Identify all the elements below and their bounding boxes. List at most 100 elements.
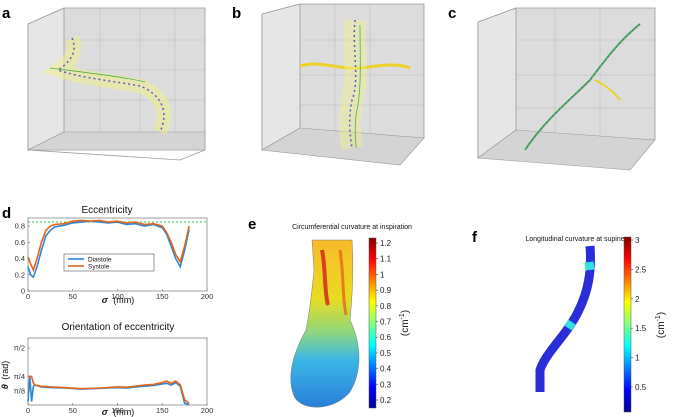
panel-a-3d-plot <box>27 7 206 161</box>
panel-label-a: a <box>2 5 11 22</box>
panel-f-unit-close: ) <box>656 312 667 315</box>
orientation-series-diastole <box>27 376 190 406</box>
d1-ytick-label-4: 0.8 <box>15 222 25 231</box>
panel-e-title: Circumferential curvature at inspiration <box>292 224 412 231</box>
panel-e-unit-sup: -1 <box>399 313 406 319</box>
d2-ytick-label-0: π/2 <box>14 344 25 353</box>
panel-f-vessel <box>535 245 595 392</box>
panel-f: Longitudinal curvature at supine 3 2.5 2 1.… <box>525 236 667 413</box>
panel-c-branch <box>594 79 621 101</box>
d1-ytick-label-2: 0.4 <box>15 254 25 263</box>
panel-f-colorbar-tick-label-0: 3 <box>635 236 640 245</box>
d2-ytick-label-1: π/4 <box>14 372 25 381</box>
panel-b-grid <box>300 4 424 134</box>
d2-xtick-label-2: 100 <box>111 406 124 415</box>
panel-label-c: c <box>448 5 456 22</box>
panel-e-colorbar-tick-label-1: 1.1 <box>380 255 392 264</box>
d2-xtick-label-4: 200 <box>201 406 214 415</box>
panel-e-colorbar-tick-label-7: 0.5 <box>380 349 392 358</box>
d1-xtick-label-1: 50 <box>69 292 77 301</box>
panel-e-colorbar-tick-label-2: 1 <box>380 270 385 279</box>
panel-e-unit-base: (cm <box>400 319 411 336</box>
eccentricity-series-diastole <box>27 220 190 279</box>
legend-diastole-label: Diastole <box>88 257 112 264</box>
panel-e-colorbar-tick-label-6: 0.6 <box>380 333 392 342</box>
d2-xtick-label-3: 150 <box>156 406 169 415</box>
legend-box <box>63 253 155 272</box>
panel-a-vessel-edge <box>49 67 146 83</box>
d1-xtick-label-3: 150 <box>156 292 169 301</box>
panel-e-colorbar-tick-label-9: 0.3 <box>380 380 392 389</box>
panel-e-colorbar-tick-label-8: 0.4 <box>380 365 392 374</box>
d2-xtick-label-0: 0 <box>26 406 30 415</box>
panel-f-colorbar-tick-label-3: 1.5 <box>635 324 647 333</box>
panel-e-hotspot-2 <box>338 249 348 316</box>
eccentricity-legend: Diastole Systole <box>63 253 155 272</box>
panel-label-b: b <box>232 5 241 22</box>
panel-f-colorbar-tick-label-2: 2 <box>635 295 640 304</box>
panel-a-front-edge <box>27 149 206 161</box>
panel-f-hotspot-2 <box>564 319 576 331</box>
orientation-series-systole <box>28 375 190 404</box>
orientation-ylabel-theta: θ <box>0 384 10 389</box>
panel-f-colorbar-ticks: 3 2.5 2 1.5 1 0.5 <box>631 236 647 392</box>
orientation-xticks: 0 50 100 150 200 <box>26 403 213 415</box>
orientation-title: Orientation of eccentricity <box>62 322 175 333</box>
panel-f-unit-base: (cm <box>656 321 667 338</box>
panel-label-e: e <box>248 216 256 233</box>
d1-ytick-label-0: 0 <box>21 287 25 296</box>
panel-e-colorbar-ticks: 1.2 1.1 1 0.9 0.8 0.7 0.6 0.5 0.4 0.3 0.2 <box>376 239 392 405</box>
d2-xtick-label-1: 50 <box>69 406 77 415</box>
panel-e-colorbar-tick-label-10: 0.2 <box>380 396 392 405</box>
orientation-chart: Orientation of eccentricity π/2 π/4 π/8 0 5… <box>0 322 213 417</box>
panel-f-colorbar <box>623 236 632 413</box>
panel-f-unit-sup: -1 <box>655 315 662 321</box>
panel-c-floor <box>477 129 656 171</box>
panel-f-unit: (cm-1) <box>655 312 667 338</box>
panel-a-left-wall <box>27 7 65 151</box>
panel-a-floor <box>27 131 206 151</box>
eccentricity-xlabel-unit: (mm) <box>113 295 134 305</box>
panel-a-grid <box>64 8 205 132</box>
panel-c-3d-plot <box>477 7 656 171</box>
orientation-xlabel-sigma: σ <box>102 407 109 417</box>
eccentricity-title: Eccentricity <box>81 205 132 216</box>
eccentricity-xlabel-sigma: σ <box>102 295 109 305</box>
orientation-xlabel: σ (mm) <box>102 407 135 417</box>
eccentricity-yticks: 0 0.2 0.4 0.6 0.8 <box>15 222 30 296</box>
panel-b-vessel-centerline <box>348 19 357 149</box>
panel-c-vessel-centerline <box>524 23 641 151</box>
panel-f-colorbar-tick-label-4: 1 <box>635 354 640 363</box>
panel-label-f: f <box>472 229 478 246</box>
panel-e-colorbar <box>368 237 377 409</box>
eccentricity-xticks: 0 50 100 150 200 <box>26 289 213 301</box>
orientation-ylabel: θ (rad) <box>0 361 10 390</box>
panel-f-colorbar-tick-label-5: 0.5 <box>635 383 647 392</box>
d1-xtick-label-4: 200 <box>201 292 214 301</box>
panel-label-d: d <box>2 205 11 222</box>
d2-ytick-label-2: π/8 <box>14 386 25 395</box>
panel-b-floor <box>261 127 425 166</box>
d1-xtick-label-0: 0 <box>26 292 30 301</box>
orientation-yticks: π/2 π/4 π/8 <box>14 344 30 395</box>
panel-e-hotspot <box>320 249 330 306</box>
panel-b-3d-plot <box>261 3 425 166</box>
eccentricity-chart: Eccentricity 00.20.40.60.8 0 50 100 150 200 … <box>15 205 214 305</box>
legend-systole-label: Systole <box>88 264 110 271</box>
panel-f-title: Longitudinal curvature at supine <box>525 236 624 243</box>
panel-c-grid <box>516 8 655 136</box>
panel-e-colorbar-tick-label-3: 0.9 <box>380 286 392 295</box>
panel-e-unit-close: ) <box>400 310 411 313</box>
d1-xtick-label-2: 100 <box>111 292 124 301</box>
panel-b-vessel-edge <box>354 24 361 149</box>
panel-e-colorbar-tick-label-4: 0.8 <box>380 302 392 311</box>
panel-b-vessel-halo <box>338 18 367 150</box>
d1-ytick-label-3: 0.6 <box>15 238 25 247</box>
eccentricity-series-systole <box>27 219 190 273</box>
panel-e-colorbar-tick-label-0: 1.2 <box>380 239 392 248</box>
panel-b-left-wall <box>261 3 301 151</box>
eccentricity-xlabel: σ (mm) <box>102 295 135 305</box>
panel-e: Circumferential curvature at inspiration… <box>290 224 412 409</box>
